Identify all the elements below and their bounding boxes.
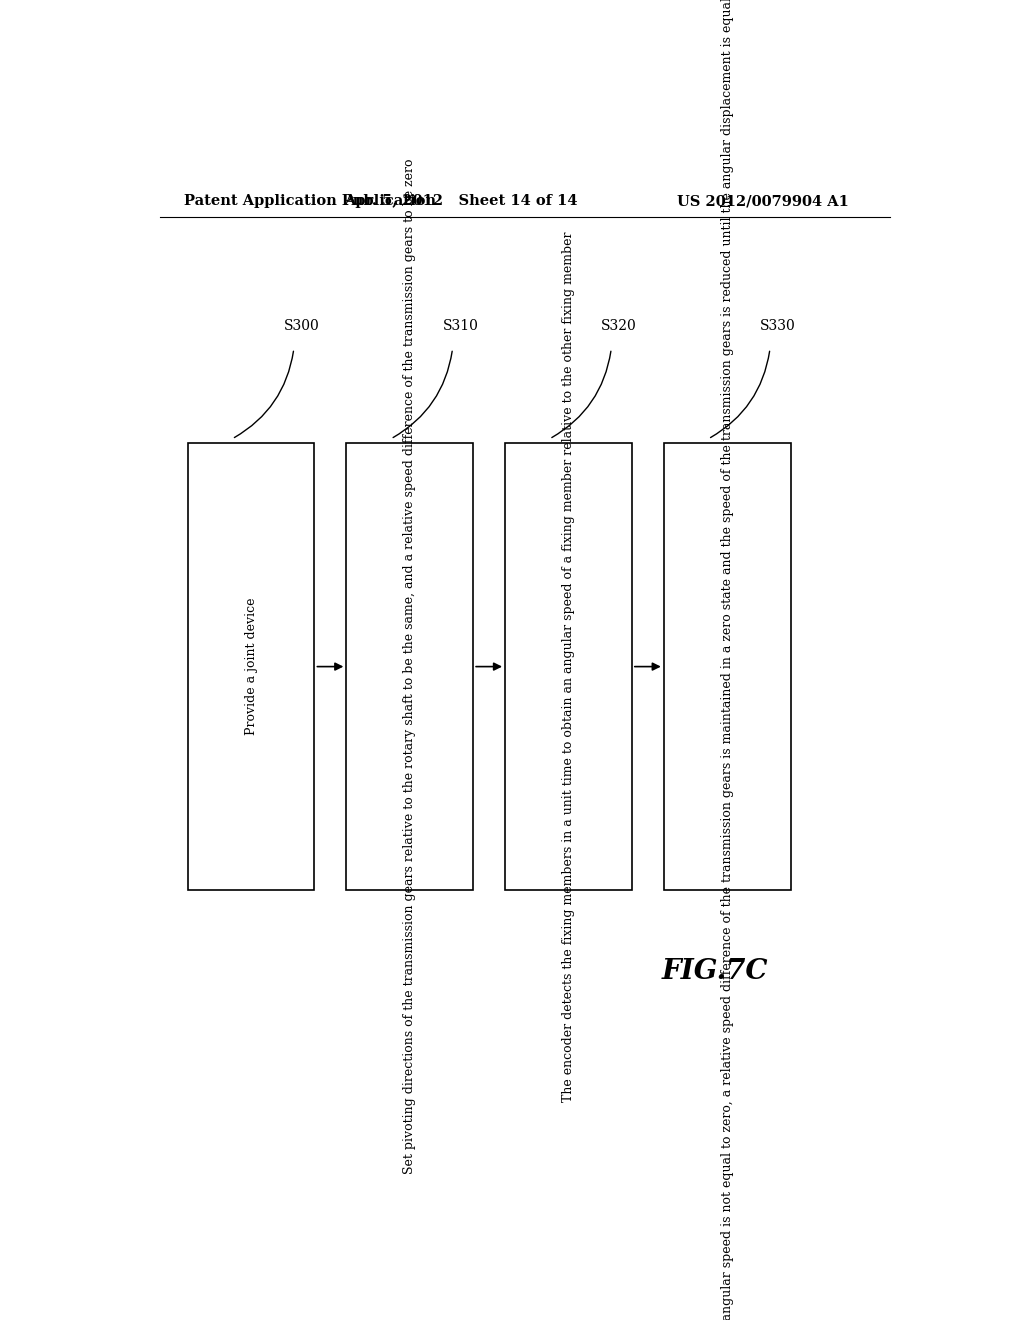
Bar [664, 444, 791, 890]
Bar [505, 444, 632, 890]
Bar [187, 444, 314, 890]
Text: FIG.7C: FIG.7C [662, 958, 769, 985]
Text: Set pivoting directions of the transmission gears relative to the rotary shaft t: Set pivoting directions of the transmiss… [403, 158, 416, 1175]
Text: S300: S300 [284, 319, 319, 333]
Text: Provide a joint device: Provide a joint device [245, 598, 257, 735]
Text: US 2012/0079904 A1: US 2012/0079904 A1 [677, 194, 849, 209]
Text: Patent Application Publication: Patent Application Publication [183, 194, 435, 209]
Text: The encoder detects the fixing members in a unit time to obtain an angular speed: The encoder detects the fixing members i… [562, 231, 574, 1102]
Text: S320: S320 [601, 319, 637, 333]
Bar [346, 444, 473, 890]
Text: When the angular speed is not equal to zero, a relative speed difference of the : When the angular speed is not equal to z… [721, 0, 733, 1320]
Text: S330: S330 [760, 319, 796, 333]
Text: S310: S310 [442, 319, 478, 333]
Text: Apr. 5, 2012   Sheet 14 of 14: Apr. 5, 2012 Sheet 14 of 14 [344, 194, 579, 209]
